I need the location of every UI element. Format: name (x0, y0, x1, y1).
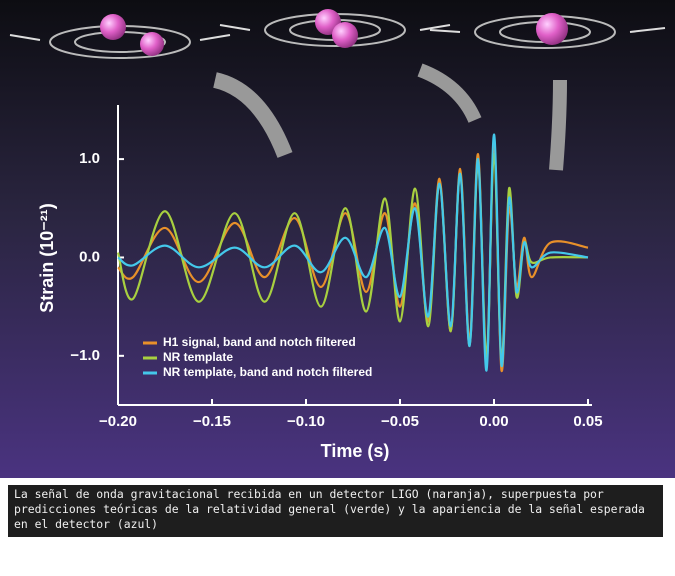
y-tick-label: 1.0 (79, 150, 100, 167)
y-tick-label: 0.0 (79, 248, 100, 265)
caption: La señal de onda gravitacional recibida … (8, 485, 663, 537)
chart: Time (s) Strain (10⁻²¹) −1.0 0.0 1.0 −0.20 −… (0, 0, 675, 478)
x-axis-label: Time (s) (321, 441, 390, 461)
x-tick-label: −0.10 (287, 413, 325, 430)
legend-label: NR template, band and notch filtered (163, 365, 372, 379)
y-axis-label: Strain (10⁻²¹) (37, 203, 57, 313)
legend-label: H1 signal, band and notch filtered (163, 335, 356, 349)
series-line (117, 133, 589, 372)
x-tick-label: −0.05 (381, 413, 419, 430)
x-tick-label: 0.00 (479, 413, 508, 430)
x-tick-label: −0.15 (193, 413, 231, 430)
x-tick-label: −0.20 (99, 413, 137, 430)
y-tick-label: −1.0 (70, 347, 100, 364)
illustration (9, 9, 666, 171)
legend-label: NR template (163, 350, 233, 364)
x-tick-label: 0.05 (573, 413, 602, 430)
